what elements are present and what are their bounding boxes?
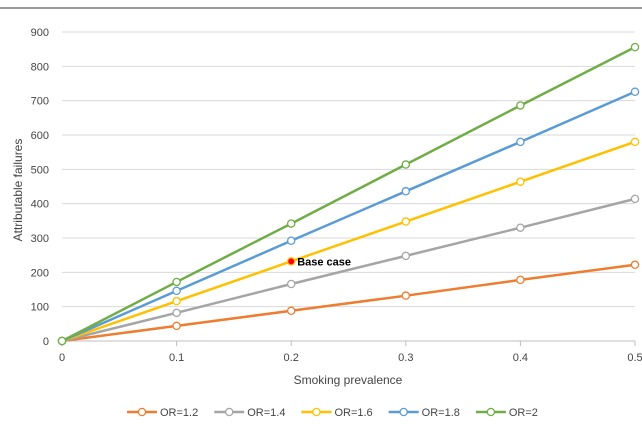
data-point	[516, 101, 525, 110]
data-point	[630, 87, 640, 96]
y-tick-label: 500	[31, 164, 49, 176]
x-tick-label: 0	[59, 352, 65, 364]
series-line	[61, 45, 636, 343]
data-point	[172, 277, 181, 287]
series-line	[61, 140, 636, 343]
data-point	[630, 260, 640, 270]
y-tick-label: 300	[31, 233, 49, 245]
data-point	[172, 286, 181, 296]
base-case-label: Base case	[297, 256, 351, 268]
data-point	[516, 137, 525, 147]
legend-swatch-marker	[224, 407, 234, 417]
data-point	[401, 251, 411, 261]
annotations: Base case	[288, 256, 351, 268]
y-tick-label: 200	[31, 267, 49, 279]
legend-swatch-marker	[312, 407, 321, 417]
data-point	[172, 308, 181, 318]
legend-item: OR=1.6	[301, 407, 373, 419]
y-tick-label: 400	[31, 199, 49, 211]
y-tick-label: 800	[31, 61, 49, 73]
x-axis-title: Smoking prevalence	[294, 373, 403, 387]
data-point	[172, 321, 181, 331]
legend-item: OR=1.2	[127, 407, 198, 419]
data-point	[172, 296, 181, 306]
y-tick-label: 0	[43, 336, 49, 348]
data-point	[286, 219, 296, 228]
legend: OR=1.2 OR=1.4 OR=1.6 OR=1.8 OR=2	[127, 407, 538, 419]
data-point	[286, 306, 296, 316]
x-axis	[61, 340, 636, 346]
series-or-1-2	[57, 260, 640, 346]
data-point	[401, 217, 411, 226]
data-point	[516, 275, 525, 285]
legend-swatch-marker	[399, 407, 408, 417]
legend-item: OR=1.4	[214, 407, 285, 419]
data-point	[401, 291, 411, 300]
data-point	[630, 42, 640, 52]
legend-label: OR=1.4	[247, 407, 285, 419]
x-tick-label: 0.4	[513, 352, 528, 364]
data-point	[516, 177, 525, 186]
legend-item: OR=1.8	[388, 407, 460, 419]
data-point	[401, 187, 411, 196]
x-tick-label: 0.5	[627, 352, 642, 364]
legend-label: OR=1.8	[422, 407, 460, 419]
x-tick-label: 0.3	[398, 352, 413, 364]
base-case-marker	[288, 258, 295, 265]
y-tick-label: 100	[31, 302, 49, 314]
data-point	[57, 336, 67, 346]
legend-item: OR=2	[475, 407, 538, 419]
series-group	[57, 42, 640, 346]
data-point	[401, 160, 411, 169]
y-tick-label: 700	[31, 96, 49, 108]
y-axis-title: Attributable failures	[11, 139, 25, 242]
x-tick-label: 0.2	[284, 352, 299, 364]
data-point	[286, 236, 296, 245]
data-point	[286, 279, 296, 289]
series-line	[61, 263, 636, 343]
data-point	[516, 223, 525, 232]
x-tick-label: 0.1	[169, 352, 184, 364]
series-or-2	[57, 42, 640, 346]
series-line	[61, 90, 636, 343]
x-axis-ticks: 0 0.1 0.2 0.3 0.4 0.5	[59, 352, 642, 364]
y-tick-label: 600	[31, 130, 49, 142]
y-axis-ticks: 0 100 200 300 400 500 600 700 800 900	[31, 27, 49, 348]
legend-label: OR=1.2	[160, 407, 198, 419]
series-or-1-4	[57, 194, 640, 346]
legend-label: OR=2	[509, 407, 538, 419]
legend-swatch-marker	[137, 407, 147, 417]
series-or-1-8	[57, 87, 640, 346]
data-point	[630, 194, 640, 204]
series-line	[61, 197, 636, 343]
legend-swatch-marker	[486, 407, 496, 417]
legend-label: OR=1.6	[334, 407, 372, 419]
data-point	[630, 137, 640, 147]
y-tick-label: 900	[31, 27, 49, 39]
